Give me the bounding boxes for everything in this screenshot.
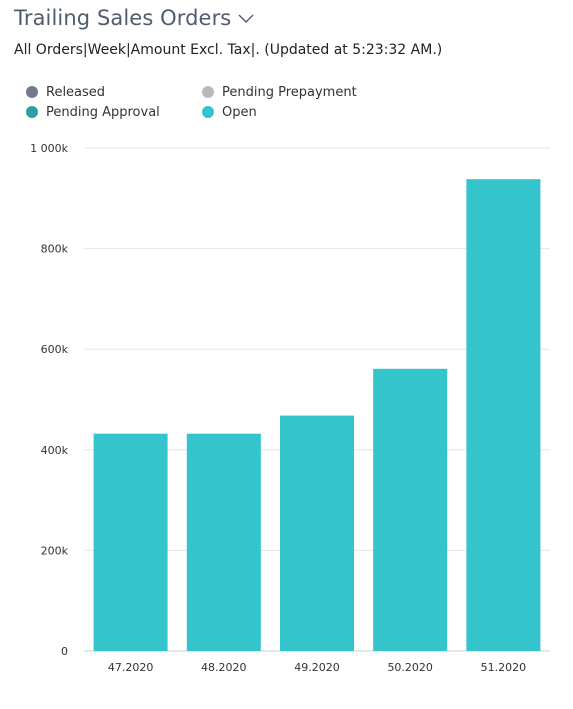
bar-50-2020[interactable] [373, 368, 448, 651]
legend-item-open[interactable]: Open [202, 103, 382, 121]
y-tick-label: 600k [41, 343, 69, 356]
y-tick-label: 1 000k [30, 142, 68, 155]
chart-legend: Released Pending Prepayment Pending Appr… [26, 83, 386, 121]
x-axis-ticks: 47.2020 48.2020 49.2020 50.2020 51.2020 [108, 661, 526, 674]
x-tick-label: 51.2020 [481, 661, 527, 674]
legend-dot-icon [26, 86, 38, 98]
bar-48-2020[interactable] [186, 433, 261, 651]
legend-label: Released [46, 84, 106, 100]
chevron-down-icon[interactable] [237, 9, 255, 27]
chart-title-dropdown[interactable]: Trailing Sales Orders [14, 6, 255, 30]
bar-49-2020[interactable] [280, 415, 354, 651]
legend-label: Pending Prepayment [222, 84, 357, 100]
x-tick-label: 47.2020 [108, 661, 154, 674]
y-tick-label: 800k [41, 243, 69, 256]
legend-label: Open [222, 104, 257, 120]
legend-item-released[interactable]: Released [26, 83, 202, 101]
y-tick-label: 0 [61, 645, 68, 658]
legend-item-pending-approval[interactable]: Pending Approval [26, 103, 202, 121]
chart-subtitle: All Orders|Week|Amount Excl. Tax|. (Upda… [14, 42, 443, 58]
legend-dot-icon [202, 86, 214, 98]
bars [93, 179, 541, 651]
y-tick-label: 400k [41, 444, 69, 457]
y-tick-label: 200k [41, 544, 69, 557]
bar-47-2020[interactable] [93, 433, 168, 651]
legend-label: Pending Approval [46, 104, 160, 120]
legend-dot-icon [26, 106, 38, 118]
x-tick-label: 49.2020 [294, 661, 340, 674]
legend-item-pending-prepayment[interactable]: Pending Prepayment [202, 83, 382, 101]
x-tick-label: 48.2020 [201, 661, 247, 674]
bar-51-2020[interactable] [466, 179, 541, 651]
y-axis-ticks: 0 200k 400k 600k 800k 1 000k [30, 142, 68, 658]
chart-title: Trailing Sales Orders [14, 6, 232, 30]
legend-dot-icon [202, 106, 214, 118]
x-tick-label: 50.2020 [387, 661, 433, 674]
